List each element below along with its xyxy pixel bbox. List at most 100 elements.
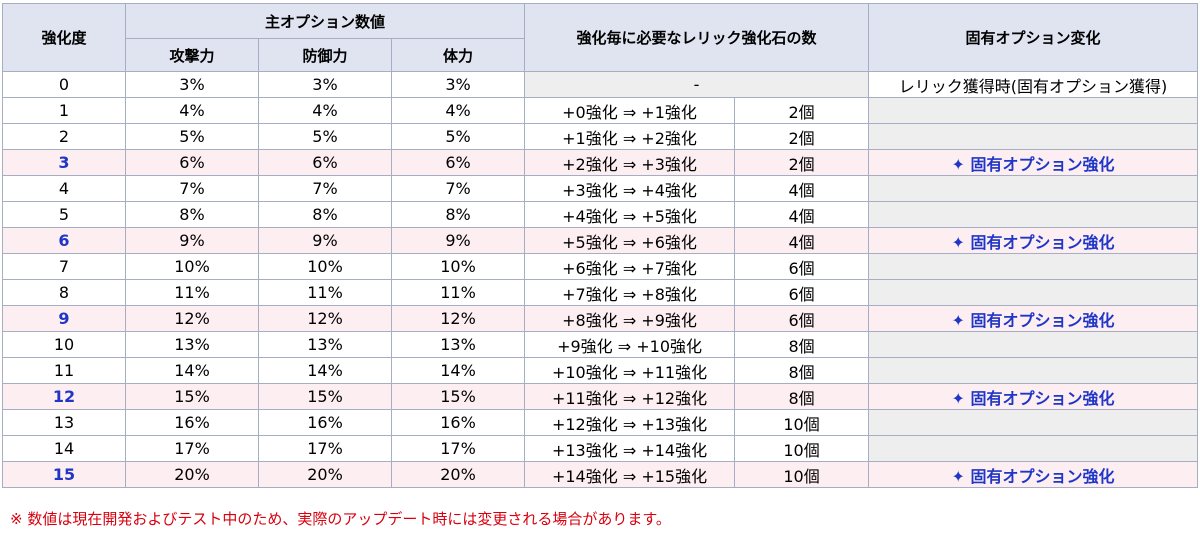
- table-row: 13 16% 16% 16% +12強化 ⇒ +13強化 10個: [2, 409, 1199, 436]
- change-cell: [868, 97, 1199, 124]
- change-cell: [868, 331, 1199, 358]
- hp-cell: 7%: [390, 175, 526, 202]
- attack-cell: 20%: [125, 461, 259, 488]
- step-cell: +8強化 ⇒ +9強化: [524, 305, 736, 332]
- level-cell: 4: [2, 175, 126, 202]
- hp-cell: 6%: [390, 149, 526, 176]
- level-cell: 15: [2, 461, 126, 488]
- step-cell: +11強化 ⇒ +12強化: [524, 383, 736, 410]
- step-cell: +12強化 ⇒ +13強化: [524, 409, 736, 436]
- level-cell: 11: [2, 357, 126, 384]
- table-row: 2 5% 5% 5% +1強化 ⇒ +2強化 2個: [2, 123, 1199, 150]
- step-cell: +5強化 ⇒ +6強化: [524, 227, 736, 254]
- change-cell: ✦ 固有オプション強化: [868, 149, 1199, 176]
- hp-cell: 15%: [390, 383, 526, 410]
- level-cell: 8: [2, 279, 126, 306]
- hp-cell: 8%: [390, 201, 526, 228]
- defense-cell: 5%: [258, 123, 392, 150]
- disclaimer-note: ※ 数値は現在開発およびテスト中のため、実際のアップデート時には変更される場合が…: [10, 510, 671, 528]
- level-cell: 9: [2, 305, 126, 332]
- change-cell: [868, 123, 1199, 150]
- step-cell: +9強化 ⇒ +10強化: [524, 331, 736, 358]
- count-cell: 6個: [734, 253, 870, 280]
- attack-cell: 15%: [125, 383, 259, 410]
- defense-cell: 7%: [258, 175, 392, 202]
- step-cell: +10強化 ⇒ +11強化: [524, 357, 736, 384]
- change-cell: [868, 253, 1199, 280]
- level-cell: 0: [2, 71, 126, 98]
- table-row: 11 14% 14% 14% +10強化 ⇒ +11強化 8個: [2, 357, 1199, 384]
- hp-cell: 20%: [390, 461, 526, 488]
- count-cell: 8個: [734, 357, 870, 384]
- table-row: 14 17% 17% 17% +13強化 ⇒ +14強化 10個: [2, 435, 1199, 462]
- attack-cell: 13%: [125, 331, 259, 358]
- step-cell: +13強化 ⇒ +14強化: [524, 435, 736, 462]
- defense-cell: 15%: [258, 383, 392, 410]
- table-row: 9 12% 12% 12% +8強化 ⇒ +9強化 6個 ✦ 固有オプション強化: [2, 305, 1199, 332]
- table-row: 7 10% 10% 10% +6強化 ⇒ +7強化 6個: [2, 253, 1199, 280]
- hp-cell: 5%: [390, 123, 526, 150]
- change-cell: ✦ 固有オプション強化: [868, 227, 1199, 254]
- count-cell: 8個: [734, 383, 870, 410]
- defense-cell: 17%: [258, 435, 392, 462]
- attack-cell: 10%: [125, 253, 259, 280]
- table-row: 0 3% 3% 3% - レリック獲得時(固有オプション獲得): [2, 71, 1199, 98]
- change-cell: [868, 175, 1199, 202]
- step-cell: +6強化 ⇒ +7強化: [524, 253, 736, 280]
- header-attack: 攻撃力: [125, 38, 259, 72]
- count-cell: 4個: [734, 201, 870, 228]
- step-cell: +1強化 ⇒ +2強化: [524, 123, 736, 150]
- defense-cell: 9%: [258, 227, 392, 254]
- count-cell: 4個: [734, 227, 870, 254]
- attack-cell: 5%: [125, 123, 259, 150]
- hp-cell: 16%: [390, 409, 526, 436]
- attack-cell: 17%: [125, 435, 259, 462]
- defense-cell: 10%: [258, 253, 392, 280]
- change-cell: ✦ 固有オプション強化: [868, 383, 1199, 410]
- level-cell: 3: [2, 149, 126, 176]
- count-cell: 10個: [734, 409, 870, 436]
- change-cell: ✦ 固有オプション強化: [868, 461, 1199, 488]
- attack-cell: 8%: [125, 201, 259, 228]
- attack-cell: 12%: [125, 305, 259, 332]
- defense-cell: 11%: [258, 279, 392, 306]
- hp-cell: 12%: [390, 305, 526, 332]
- table-row: 6 9% 9% 9% +5強化 ⇒ +6強化 4個 ✦ 固有オプション強化: [2, 227, 1199, 254]
- hp-cell: 13%: [390, 331, 526, 358]
- change-cell: [868, 435, 1199, 462]
- change-cell: ✦ 固有オプション強化: [868, 305, 1199, 332]
- level-cell: 10: [2, 331, 126, 358]
- step-cell: +0強化 ⇒ +1強化: [524, 97, 736, 124]
- step-cell: +14強化 ⇒ +15強化: [524, 461, 736, 488]
- attack-cell: 7%: [125, 175, 259, 202]
- table-row: 1 4% 4% 4% +0強化 ⇒ +1強化 2個: [2, 97, 1199, 124]
- defense-cell: 4%: [258, 97, 392, 124]
- header-stones: 強化毎に必要なレリック強化石の数: [524, 3, 870, 72]
- defense-cell: 16%: [258, 409, 392, 436]
- defense-cell: 8%: [258, 201, 392, 228]
- table-row: 15 20% 20% 20% +14強化 ⇒ +15強化 10個 ✦ 固有オプシ…: [2, 461, 1199, 488]
- level-cell: 6: [2, 227, 126, 254]
- defense-cell: 12%: [258, 305, 392, 332]
- hp-cell: 11%: [390, 279, 526, 306]
- header-main-option: 主オプション数値: [124, 3, 526, 39]
- level-cell: 13: [2, 409, 126, 436]
- attack-cell: 14%: [125, 357, 259, 384]
- count-cell: 6個: [734, 279, 870, 306]
- step-cell: +3強化 ⇒ +4強化: [524, 175, 736, 202]
- table-row: 10 13% 13% 13% +9強化 ⇒ +10強化 8個: [2, 331, 1199, 358]
- defense-cell: 20%: [258, 461, 392, 488]
- table-row: 12 15% 15% 15% +11強化 ⇒ +12強化 8個 ✦ 固有オプショ…: [2, 383, 1199, 410]
- hp-cell: 3%: [390, 71, 526, 98]
- attack-cell: 6%: [125, 149, 259, 176]
- count-cell: 2個: [734, 123, 870, 150]
- defense-cell: 13%: [258, 331, 392, 358]
- level-cell: 12: [2, 383, 126, 410]
- change-cell: [868, 357, 1199, 384]
- count-cell: 10個: [734, 435, 870, 462]
- hp-cell: 9%: [390, 227, 526, 254]
- table-row: 5 8% 8% 8% +4強化 ⇒ +5強化 4個: [2, 201, 1199, 228]
- hp-cell: 10%: [390, 253, 526, 280]
- relic-enhancement-table: 強化度 主オプション数値 強化毎に必要なレリック強化石の数 固有オプション変化 …: [2, 3, 1199, 488]
- step-cell: +2強化 ⇒ +3強化: [524, 149, 736, 176]
